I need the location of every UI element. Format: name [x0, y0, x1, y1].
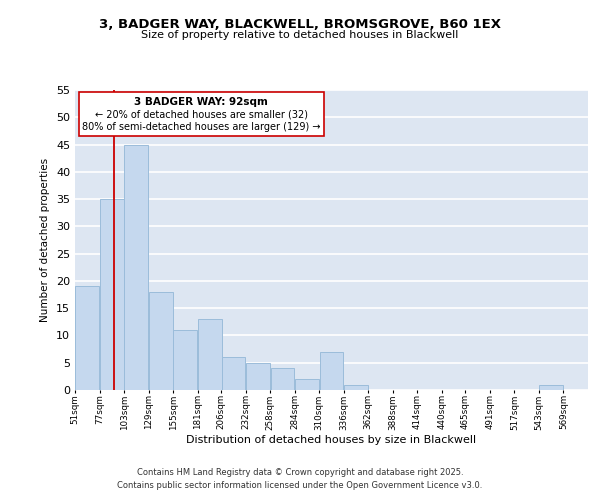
Y-axis label: Number of detached properties: Number of detached properties	[40, 158, 50, 322]
Text: 3, BADGER WAY, BLACKWELL, BROMSGROVE, B60 1EX: 3, BADGER WAY, BLACKWELL, BROMSGROVE, B6…	[99, 18, 501, 30]
Text: 80% of semi-detached houses are larger (129) →: 80% of semi-detached houses are larger (…	[82, 122, 320, 132]
Bar	[76, 286, 99, 390]
Bar	[173, 330, 197, 390]
Bar	[539, 384, 563, 390]
Text: 3 BADGER WAY: 92sqm: 3 BADGER WAY: 92sqm	[134, 97, 268, 107]
Bar	[271, 368, 295, 390]
Bar	[295, 379, 319, 390]
FancyBboxPatch shape	[79, 92, 324, 136]
Bar	[198, 319, 222, 390]
Bar	[246, 362, 270, 390]
Bar	[100, 199, 124, 390]
X-axis label: Distribution of detached houses by size in Blackwell: Distribution of detached houses by size …	[187, 435, 476, 445]
Bar	[221, 358, 245, 390]
Bar	[320, 352, 343, 390]
Text: Contains HM Land Registry data © Crown copyright and database right 2025.: Contains HM Land Registry data © Crown c…	[137, 468, 463, 477]
Text: Contains public sector information licensed under the Open Government Licence v3: Contains public sector information licen…	[118, 480, 482, 490]
Bar	[124, 144, 148, 390]
Bar	[149, 292, 173, 390]
Text: ← 20% of detached houses are smaller (32): ← 20% of detached houses are smaller (32…	[95, 109, 308, 119]
Bar	[344, 384, 368, 390]
Text: Size of property relative to detached houses in Blackwell: Size of property relative to detached ho…	[142, 30, 458, 40]
